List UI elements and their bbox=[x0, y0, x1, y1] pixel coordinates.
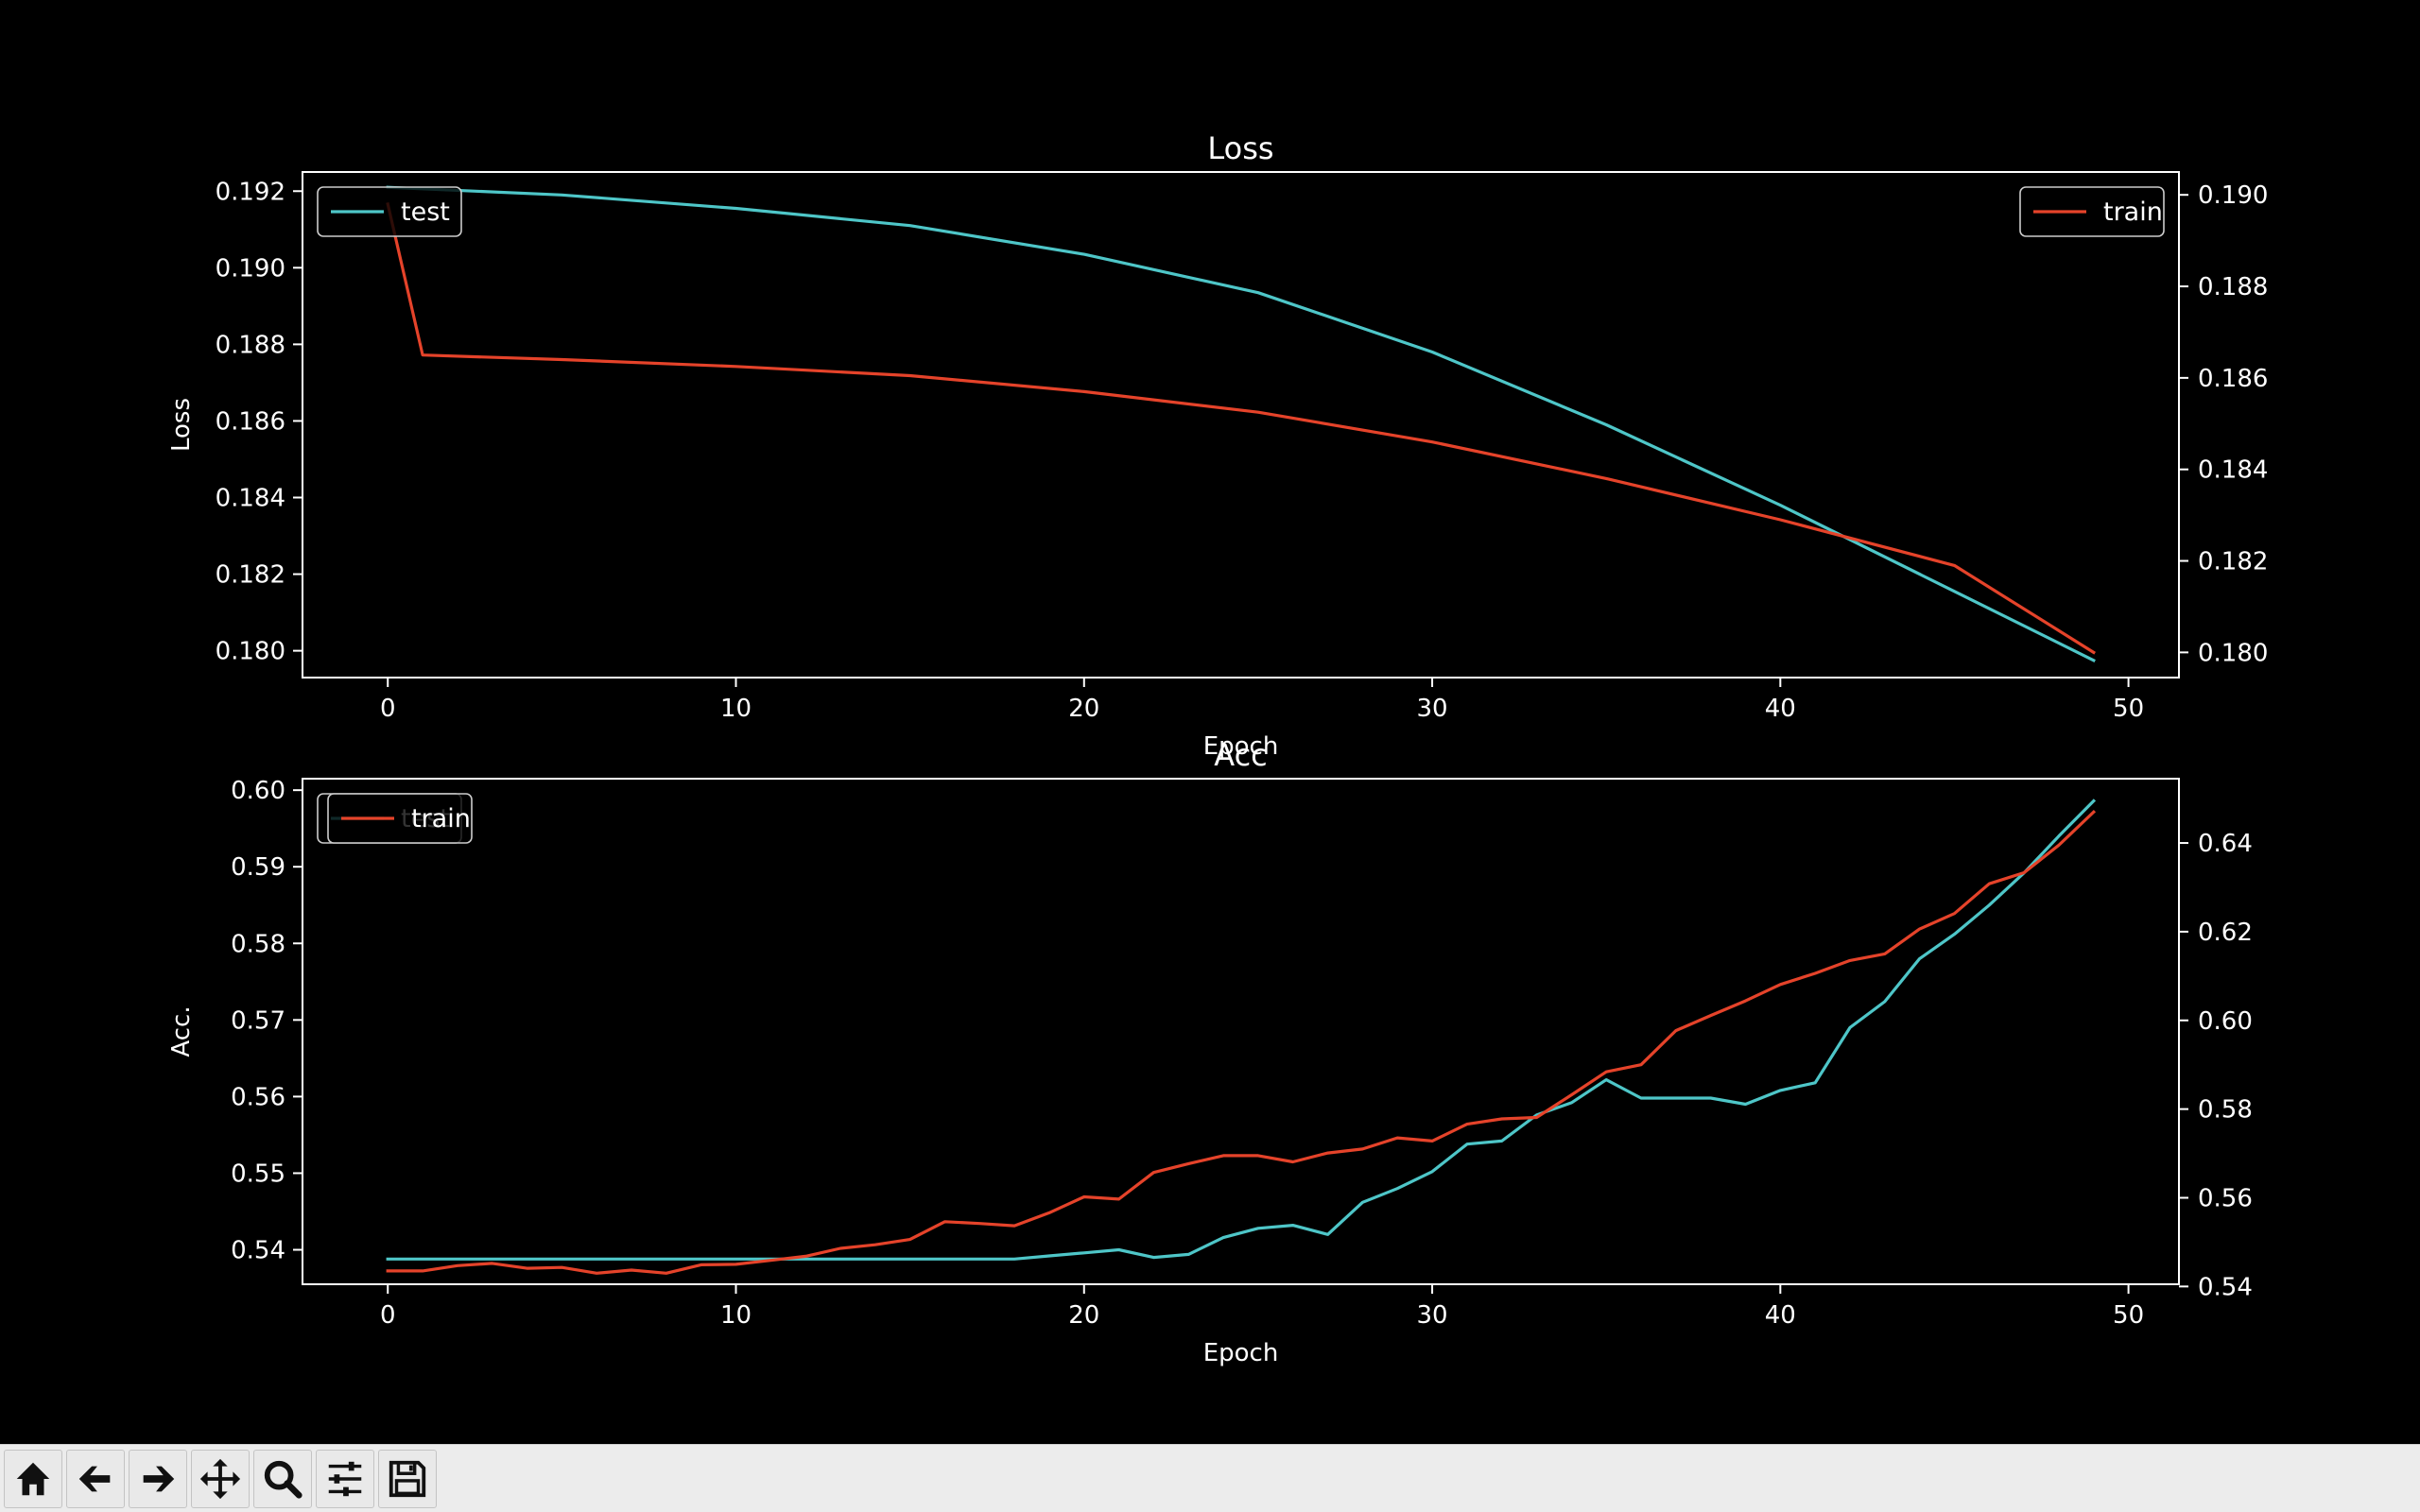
legend-train: train bbox=[2019, 186, 2165, 237]
y-tick-label-left: 0.186 bbox=[216, 407, 285, 436]
subplot-1: Acc 0 10 20 30 40 50 Epoch 0.54 0.55 0.56 0.57 0.58 0… bbox=[167, 737, 2253, 1367]
y-tick-label-left: 0.56 bbox=[231, 1083, 285, 1111]
magnifier-icon bbox=[264, 1460, 302, 1499]
y-tick-label-right: 0.54 bbox=[2198, 1273, 2253, 1301]
arrow-right-icon bbox=[143, 1466, 175, 1491]
y-tick-label-left: 0.180 bbox=[216, 638, 285, 666]
navigation-toolbar bbox=[0, 1444, 2420, 1512]
legend-box bbox=[327, 793, 473, 844]
chart-title: Loss bbox=[1207, 130, 1273, 166]
y-tick-label-right: 0.60 bbox=[2198, 1007, 2253, 1036]
y-tick-label-left: 0.54 bbox=[231, 1237, 285, 1265]
y-tick-label-left: 0.182 bbox=[216, 561, 285, 590]
y-tick-label-left: 0.188 bbox=[216, 331, 285, 359]
y-tick-label-left: 0.58 bbox=[231, 930, 285, 958]
x-tick-label: 40 bbox=[1765, 1301, 1796, 1330]
forward-button[interactable] bbox=[129, 1449, 187, 1508]
series-line-test-left bbox=[386, 799, 2097, 1261]
legend-train: train bbox=[327, 793, 473, 844]
y-tick-label-right: 0.190 bbox=[2198, 181, 2268, 210]
pan-button[interactable] bbox=[191, 1449, 250, 1508]
series-line-train-right bbox=[386, 809, 2097, 1275]
subplot-0: Loss 0 10 20 30 40 50 Epoch 0.180 0.182 0.184 0.186… bbox=[167, 130, 2268, 761]
configure-subplots-button[interactable] bbox=[316, 1449, 374, 1508]
x-tick-label: 20 bbox=[1068, 695, 1099, 723]
home-icon bbox=[16, 1462, 50, 1495]
zoom-button[interactable] bbox=[253, 1449, 312, 1508]
axes-frame bbox=[302, 171, 2180, 679]
chart-svg: Loss 0 10 20 30 40 50 Epoch 0.180 0.182 0.184 0.186… bbox=[167, 130, 2268, 1367]
back-button[interactable] bbox=[66, 1449, 125, 1508]
y-tick-label-left: 0.60 bbox=[231, 777, 285, 805]
x-tick-label: 0 bbox=[380, 1301, 396, 1330]
y-axis-label: Acc. bbox=[167, 1005, 196, 1057]
x-tick-label: 20 bbox=[1068, 1301, 1099, 1330]
y-tick-label-left: 0.192 bbox=[216, 178, 285, 206]
y-tick-label-right: 0.186 bbox=[2198, 365, 2268, 393]
legend-label-test: test bbox=[401, 198, 450, 227]
home-button[interactable] bbox=[4, 1449, 62, 1508]
y-tick-label-left: 0.57 bbox=[231, 1006, 285, 1035]
x-tick-label: 50 bbox=[2113, 1301, 2144, 1330]
legend-label-train: train bbox=[2103, 198, 2163, 227]
y-tick-label-left: 0.184 bbox=[216, 485, 285, 513]
chart-title: Acc bbox=[1214, 737, 1268, 773]
move-icon bbox=[199, 1458, 241, 1499]
arrow-left-icon bbox=[78, 1466, 111, 1491]
legend-box bbox=[2019, 186, 2165, 237]
y-tick-label-left: 0.55 bbox=[231, 1160, 285, 1188]
y-tick-label-left: 0.59 bbox=[231, 853, 285, 882]
y-tick-label-right: 0.180 bbox=[2198, 639, 2268, 667]
sliders-icon bbox=[328, 1461, 362, 1496]
x-tick-label: 10 bbox=[720, 1301, 752, 1330]
legend-label-train: train bbox=[411, 804, 471, 833]
y-axis-label: Loss bbox=[167, 398, 196, 452]
legend-test: test bbox=[317, 186, 462, 237]
x-tick-label: 50 bbox=[2113, 695, 2144, 723]
x-axis-label: Epoch bbox=[1203, 732, 1279, 761]
y-tick-label-left: 0.190 bbox=[216, 254, 285, 283]
axes-frame bbox=[302, 778, 2180, 1285]
x-tick-label: 30 bbox=[1417, 695, 1448, 723]
legend-box bbox=[317, 186, 462, 237]
y-tick-label-right: 0.188 bbox=[2198, 273, 2268, 301]
save-button[interactable] bbox=[378, 1449, 437, 1508]
x-tick-label: 30 bbox=[1417, 1301, 1448, 1330]
x-tick-label: 10 bbox=[720, 695, 752, 723]
floppy-disk-icon bbox=[389, 1460, 426, 1497]
y-tick-label-right: 0.62 bbox=[2198, 919, 2253, 947]
x-axis-label: Epoch bbox=[1203, 1339, 1279, 1367]
series-line-train-right bbox=[386, 201, 2097, 655]
y-tick-label-right: 0.184 bbox=[2198, 456, 2268, 485]
series-line-test-left bbox=[386, 185, 2096, 662]
figure-canvas[interactable]: Loss 0 10 20 30 40 50 Epoch 0.180 0.182 0.184 0.186… bbox=[0, 0, 2420, 1444]
x-tick-label: 0 bbox=[380, 695, 396, 723]
y-tick-label-right: 0.58 bbox=[2198, 1096, 2253, 1125]
y-tick-label-right: 0.56 bbox=[2198, 1184, 2253, 1212]
y-tick-label-right: 0.182 bbox=[2198, 548, 2268, 576]
y-tick-label-right: 0.64 bbox=[2198, 830, 2253, 858]
x-tick-label: 40 bbox=[1765, 695, 1796, 723]
